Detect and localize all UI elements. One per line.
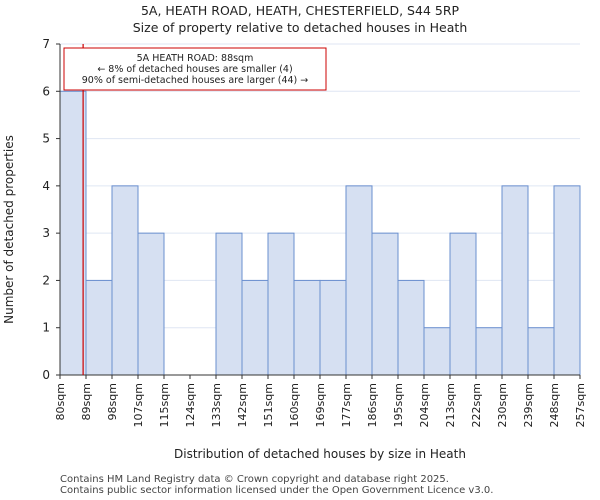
annotation-line-2: ← 8% of detached houses are smaller (4) — [97, 64, 292, 75]
x-tick-labels: 80sqm 89sqm 98sqm 107sqm 115sqm 124sqm 133sqm 1… — [54, 375, 587, 427]
x-tick-label: 177sqm — [340, 383, 353, 427]
bar — [85, 279, 113, 376]
x-tick-label: 257sqm — [574, 383, 587, 427]
bar — [423, 327, 451, 376]
bar — [449, 232, 477, 376]
bars — [59, 90, 581, 376]
bar — [111, 185, 139, 376]
bar — [501, 185, 529, 376]
x-tick-label: 239sqm — [522, 383, 535, 427]
x-tick-label: 89sqm — [80, 383, 93, 420]
x-tick-label: 107sqm — [132, 383, 145, 427]
x-tick-label: 222sqm — [470, 383, 483, 427]
x-tick-label: 115sqm — [158, 383, 171, 427]
x-tick-label: 98sqm — [106, 383, 119, 420]
x-tick-label: 80sqm — [54, 383, 67, 420]
x-tick-label: 169sqm — [314, 383, 327, 427]
y-tick-label: 3 — [42, 226, 50, 240]
x-tick-label: 248sqm — [548, 383, 561, 427]
bar — [345, 185, 373, 376]
x-axis-label: Distribution of detached houses by size … — [174, 447, 466, 461]
x-tick-label: 133sqm — [210, 383, 223, 427]
chart-title: Size of property relative to detached ho… — [132, 20, 468, 35]
y-tick-label: 6 — [42, 84, 50, 98]
bar — [267, 232, 295, 376]
x-tick-label: 186sqm — [366, 383, 379, 427]
annotation-line-1: 5A HEATH ROAD: 88sqm — [137, 53, 254, 64]
bar — [319, 279, 347, 376]
x-tick-label: 213sqm — [444, 383, 457, 427]
y-tick-label: 5 — [42, 132, 50, 146]
bar — [59, 90, 87, 376]
bar — [371, 232, 399, 376]
bar — [397, 279, 425, 376]
y-tick-label: 0 — [42, 368, 50, 382]
annotation-box: 5A HEATH ROAD: 88sqm ← 8% of detached ho… — [63, 47, 327, 91]
x-tick-label: 151sqm — [262, 383, 275, 427]
y-tick-label: 4 — [42, 179, 50, 193]
bar — [475, 327, 503, 376]
x-tick-label: 195sqm — [392, 383, 405, 427]
x-tick-label: 160sqm — [288, 383, 301, 427]
bar — [553, 185, 581, 376]
footer-licence: Contains public sector information licen… — [60, 485, 494, 496]
annotation-line-3: 90% of semi-detached houses are larger (… — [82, 75, 309, 86]
y-tick-label: 7 — [42, 37, 50, 51]
y-tick-labels: 0 1 2 3 4 5 6 7 — [42, 37, 60, 382]
bar — [527, 327, 555, 376]
y-tick-label: 1 — [42, 321, 50, 335]
annotation-border — [63, 47, 327, 91]
footer-copyright: Contains HM Land Registry data © Crown c… — [60, 474, 449, 485]
x-tick-label: 124sqm — [184, 383, 197, 427]
bar — [293, 279, 321, 376]
x-tick-label: 142sqm — [236, 383, 249, 427]
bar — [241, 279, 269, 376]
bar — [137, 232, 165, 376]
bar — [215, 232, 243, 376]
x-tick-label: 230sqm — [496, 383, 509, 427]
chart-title-address: 5A, HEATH ROAD, HEATH, CHESTERFIELD, S44… — [140, 3, 460, 18]
x-tick-label: 204sqm — [418, 383, 431, 427]
y-axis-label: Number of detached properties — [2, 135, 16, 324]
y-tick-label: 2 — [42, 273, 50, 287]
